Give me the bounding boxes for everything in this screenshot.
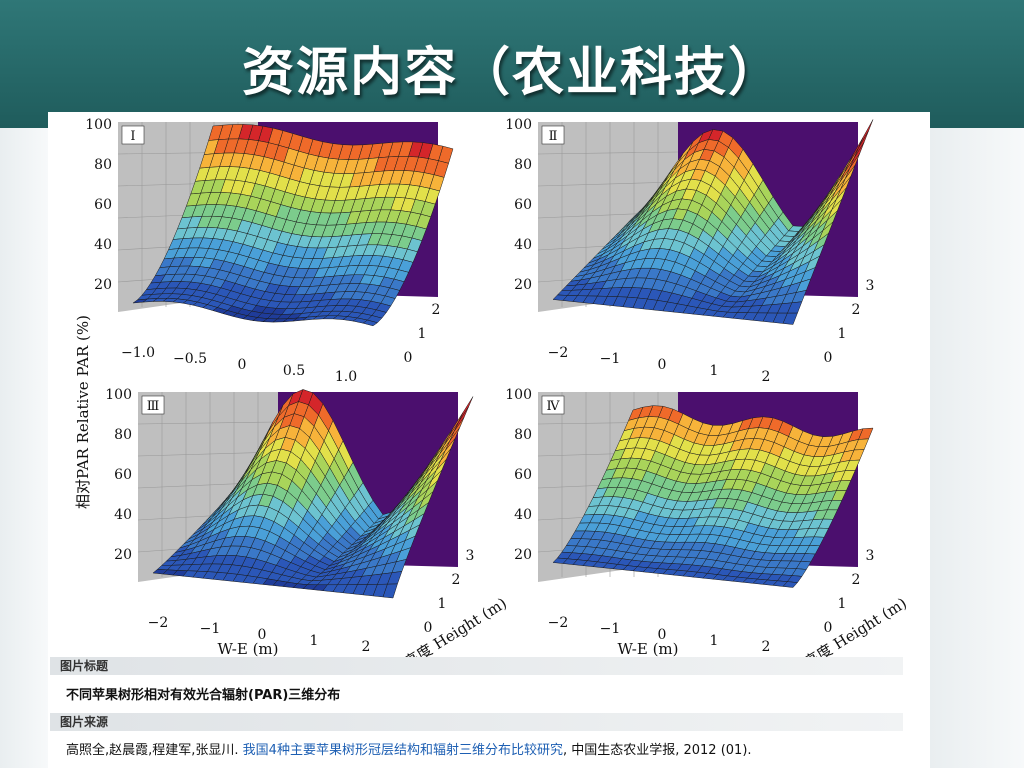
x-tick-label: −2 bbox=[548, 615, 569, 631]
y-tick-label: 2 bbox=[432, 302, 441, 318]
x-tick-label: 0 bbox=[238, 357, 247, 373]
x-tick-label: −2 bbox=[548, 345, 569, 361]
x-axis-label: W-E (m) bbox=[217, 640, 278, 657]
wall-gridline bbox=[137, 421, 279, 425]
panel-label: Ⅱ bbox=[549, 129, 558, 144]
panel-label-box bbox=[141, 395, 165, 415]
z-tick-label: 100 bbox=[105, 387, 132, 403]
depth-axis-label: 高度 Height (m) bbox=[801, 594, 910, 657]
x-tick-label: −1.0 bbox=[121, 345, 155, 361]
x-tick-label: 0 bbox=[658, 627, 667, 643]
z-tick-label: 40 bbox=[514, 237, 532, 253]
y-tick-label: 3 bbox=[466, 548, 475, 564]
z-tick-label: 100 bbox=[505, 387, 532, 403]
z-tick-label: 20 bbox=[94, 277, 112, 293]
x-tick-label: 2 bbox=[762, 639, 771, 655]
surface-cell bbox=[458, 396, 474, 423]
caption-label-bar: 图片标题 bbox=[50, 657, 903, 675]
x-tick-label: −0.5 bbox=[173, 351, 207, 367]
surface-cell bbox=[782, 581, 798, 588]
z-tick-label: 40 bbox=[114, 507, 132, 523]
x-tick-label: 0 bbox=[258, 627, 267, 643]
z-tick-label: 80 bbox=[514, 157, 532, 173]
figure-caption: 不同苹果树形相对有效光合辐射(PAR)三维分布 bbox=[66, 688, 341, 703]
z-tick-label: 80 bbox=[94, 157, 112, 173]
x-axis-label: W-E (m) bbox=[617, 640, 678, 657]
z-tick-label: 60 bbox=[514, 197, 532, 213]
panel-label: Ⅲ bbox=[147, 399, 160, 414]
right-decoration bbox=[930, 128, 1024, 768]
z-tick-label: 100 bbox=[505, 117, 532, 133]
z-tick-label: 60 bbox=[114, 467, 132, 483]
z-tick-label: 100 bbox=[85, 117, 112, 133]
shared-y-axis-label: 相对PAR Relative PAR (%) bbox=[74, 315, 92, 509]
y-tick-label: 3 bbox=[866, 548, 875, 564]
y-tick-label: 1 bbox=[838, 596, 847, 612]
wall-gridline bbox=[137, 451, 279, 457]
depth-axis-label: 高度 Height (m) bbox=[401, 594, 510, 657]
x-tick-label: 1 bbox=[710, 363, 719, 379]
surface-cell bbox=[382, 583, 398, 599]
panel-label: Ⅰ bbox=[130, 129, 135, 144]
z-tick-label: 40 bbox=[514, 507, 532, 523]
source-article-link[interactable]: 我国4种主要苹果树形冠层结构和辐射三维分布比较研究 bbox=[242, 743, 563, 758]
panel-label: Ⅳ bbox=[547, 399, 561, 414]
x-tick-label: 2 bbox=[362, 639, 371, 655]
source-authors: 高照全,赵晨霞,程建军,张显川. bbox=[66, 743, 243, 758]
x-tick-label: −1 bbox=[600, 621, 621, 637]
wall-gridline bbox=[537, 181, 679, 187]
slide-title: 资源内容（农业科技） bbox=[241, 42, 782, 103]
z-tick-label: 80 bbox=[514, 427, 532, 443]
x-tick-label: 1 bbox=[710, 633, 719, 649]
surface-cell bbox=[782, 312, 798, 325]
source-journal: , 中国生态农业学报, 2012 (01). bbox=[562, 743, 752, 758]
y-tick-label: 0 bbox=[424, 620, 433, 636]
y-tick-label: 2 bbox=[852, 572, 861, 588]
z-tick-label: 60 bbox=[514, 467, 532, 483]
x-tick-label: 2 bbox=[762, 369, 771, 385]
x-tick-label: 0.5 bbox=[283, 363, 305, 379]
z-tick-label: 60 bbox=[94, 197, 112, 213]
panel-label-box bbox=[541, 395, 565, 415]
x-tick-label: 0 bbox=[658, 357, 667, 373]
panel-label-box bbox=[541, 125, 565, 145]
z-tick-label: 20 bbox=[114, 547, 132, 563]
figure-source: 高照全,赵晨霞,程建军,张显川. 我国4种主要苹果树形冠层结构和辐射三维分布比较… bbox=[66, 739, 752, 758]
x-tick-label: 1.0 bbox=[335, 369, 357, 385]
y-tick-label: 3 bbox=[866, 278, 875, 294]
z-tick-label: 20 bbox=[514, 547, 532, 563]
wall-gridline bbox=[537, 151, 679, 155]
z-tick-label: 40 bbox=[94, 237, 112, 253]
z-tick-label: 80 bbox=[114, 427, 132, 443]
y-tick-label: 1 bbox=[438, 596, 447, 612]
y-tick-label: 0 bbox=[404, 350, 413, 366]
left-decoration bbox=[0, 128, 48, 768]
x-tick-label: −2 bbox=[148, 615, 169, 631]
y-tick-label: 0 bbox=[824, 620, 833, 636]
y-tick-label: 1 bbox=[838, 326, 847, 342]
y-tick-label: 1 bbox=[418, 326, 427, 342]
panel-label-box bbox=[121, 125, 145, 145]
x-tick-label: 1 bbox=[310, 633, 319, 649]
y-tick-label: 2 bbox=[452, 572, 461, 588]
y-tick-label: 2 bbox=[852, 302, 861, 318]
y-tick-label: 0 bbox=[824, 350, 833, 366]
z-tick-label: 20 bbox=[514, 277, 532, 293]
slide-header bbox=[0, 0, 1024, 128]
x-tick-label: −1 bbox=[200, 621, 221, 637]
source-label-bar: 图片来源 bbox=[50, 713, 903, 731]
x-tick-label: −1 bbox=[600, 351, 621, 367]
surface-cell bbox=[362, 319, 379, 327]
surface-cell bbox=[858, 119, 874, 148]
